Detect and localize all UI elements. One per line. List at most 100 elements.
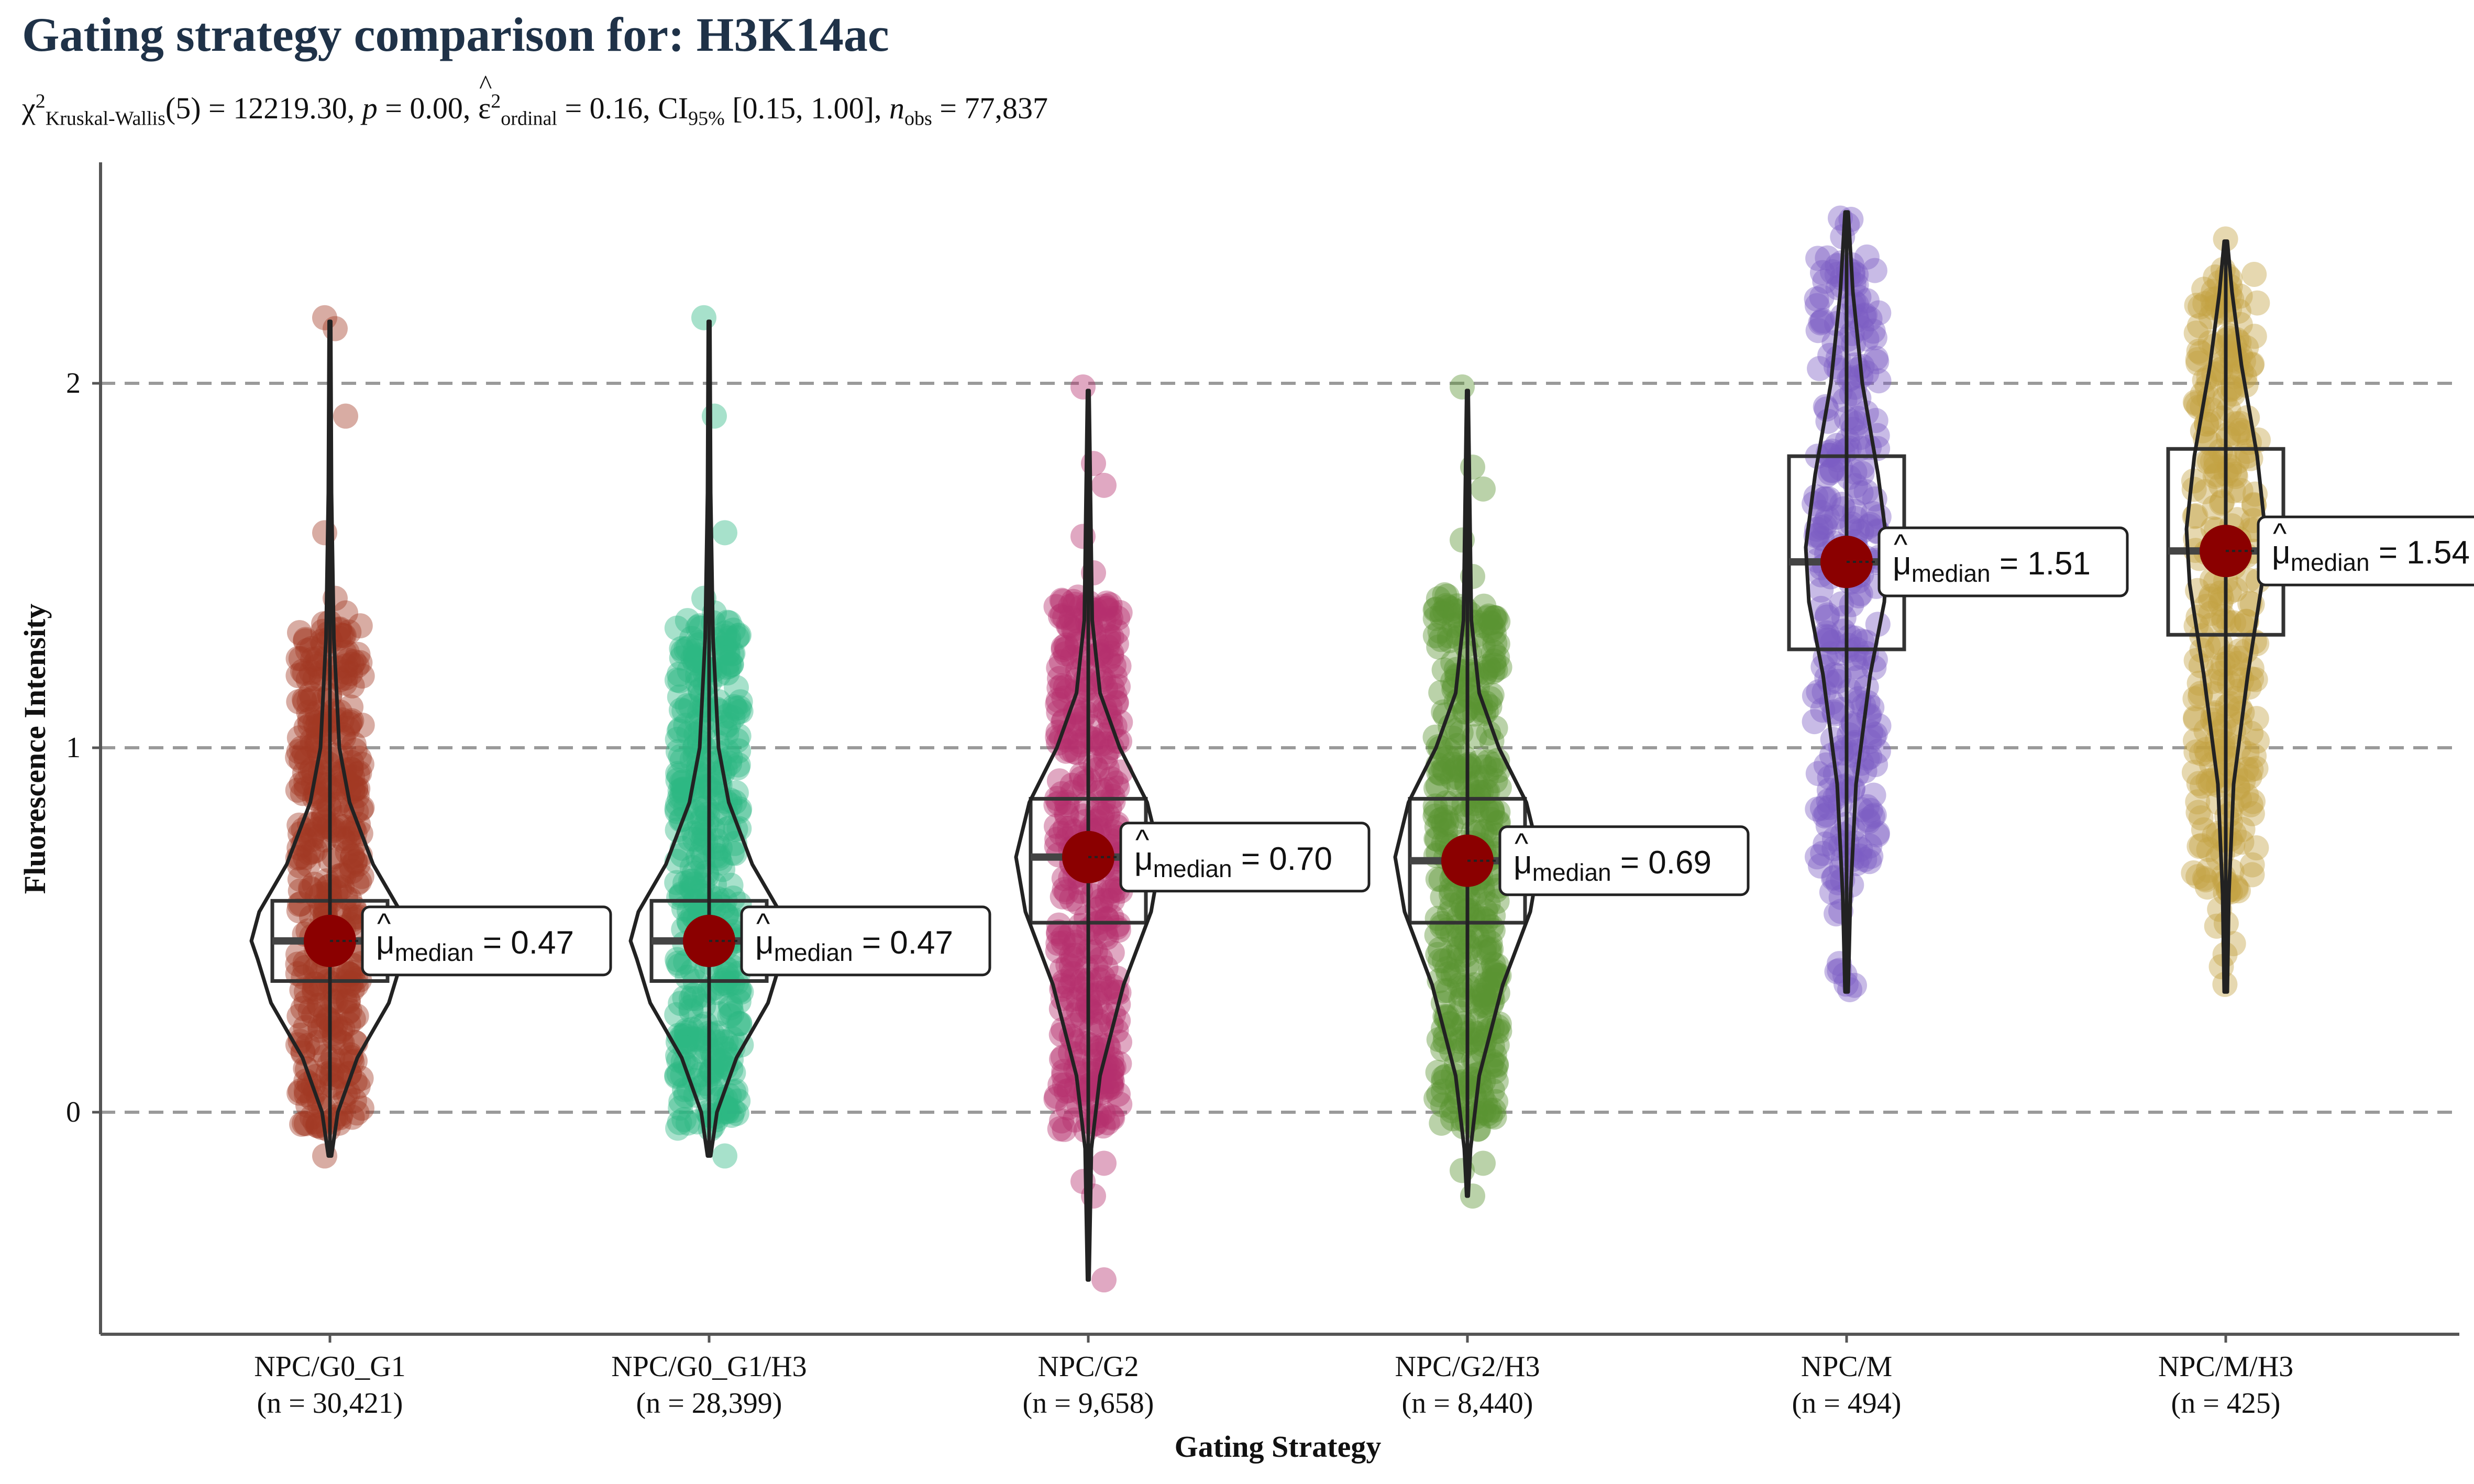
jitter-point bbox=[726, 723, 752, 749]
jitter-point bbox=[682, 1027, 708, 1053]
jitter-point bbox=[1099, 940, 1125, 966]
jitter-point bbox=[664, 1002, 690, 1027]
jitter-point bbox=[1050, 603, 1075, 628]
jitter-point bbox=[684, 1045, 710, 1070]
jitter-point bbox=[1051, 930, 1076, 956]
jitter-point bbox=[2199, 583, 2224, 609]
jitter-point bbox=[307, 1014, 333, 1039]
jitter-point bbox=[1483, 657, 1508, 683]
jitter-point bbox=[1048, 821, 1074, 846]
jitter-point bbox=[665, 950, 691, 976]
jitter-point bbox=[2216, 377, 2242, 403]
jitter-point bbox=[1092, 596, 1118, 622]
jitter-point bbox=[2243, 756, 2269, 781]
jitter-point bbox=[724, 675, 749, 700]
jitter-point bbox=[1475, 891, 1501, 917]
jitter-point bbox=[1094, 756, 1120, 781]
jitter-point bbox=[2225, 421, 2250, 447]
jitter-point bbox=[344, 1003, 369, 1029]
jitter-point bbox=[1839, 381, 1864, 406]
jitter-point bbox=[1426, 634, 1452, 660]
jitter-point bbox=[2235, 567, 2261, 593]
chart-title: Gating strategy comparison for: H3K14ac bbox=[22, 8, 889, 61]
jitter-point bbox=[2203, 454, 2229, 480]
jitter-point bbox=[1086, 1009, 1112, 1034]
jitter-point bbox=[669, 636, 694, 661]
jitter-point bbox=[1478, 756, 1504, 782]
jitter-point bbox=[1473, 992, 1498, 1018]
jitter-point bbox=[1105, 776, 1130, 801]
jitter-point bbox=[2191, 276, 2217, 302]
jitter-point bbox=[1862, 722, 1888, 747]
jitter-point bbox=[2234, 783, 2259, 809]
jitter-point bbox=[307, 1017, 333, 1043]
jitter-point bbox=[340, 843, 366, 869]
jitter-point bbox=[292, 955, 318, 980]
jitter-point bbox=[1106, 1081, 1131, 1107]
jitter-point bbox=[1810, 308, 1836, 334]
jitter-point bbox=[694, 863, 720, 889]
jitter-point bbox=[1090, 965, 1115, 990]
jitter-point bbox=[1063, 929, 1089, 955]
jitter-point bbox=[293, 979, 319, 1005]
jitter-point bbox=[1434, 810, 1460, 835]
jitter-point bbox=[1089, 778, 1114, 803]
jitter-point bbox=[2208, 490, 2234, 516]
jitter-point bbox=[2227, 411, 2253, 436]
jitter-point bbox=[335, 1000, 360, 1025]
jitter-point bbox=[286, 739, 312, 765]
jitter-point bbox=[342, 738, 368, 763]
jitter-point bbox=[1085, 990, 1110, 1015]
jitter-point bbox=[2186, 834, 2212, 859]
jitter-point bbox=[286, 689, 312, 714]
jitter-point bbox=[329, 874, 355, 900]
jitter-point bbox=[2229, 613, 2255, 639]
jitter-point bbox=[1444, 733, 1470, 758]
jitter-point bbox=[288, 1028, 313, 1054]
jitter-point bbox=[1054, 879, 1079, 905]
jitter-point bbox=[693, 774, 718, 800]
jitter-point bbox=[1466, 959, 1492, 984]
jitter-point bbox=[287, 620, 312, 646]
jitter-point bbox=[339, 1104, 365, 1130]
median-value: = 0.69 bbox=[1611, 845, 1711, 881]
jitter-point bbox=[1106, 674, 1131, 700]
jitter-point bbox=[1487, 655, 1512, 680]
jitter-point bbox=[2215, 650, 2240, 676]
jitter-point bbox=[1805, 796, 1830, 822]
jitter-point bbox=[1851, 693, 1876, 718]
jitter-point bbox=[705, 886, 731, 912]
jitter-point bbox=[680, 646, 706, 671]
jitter-point bbox=[2245, 290, 2270, 316]
jitter-point bbox=[1810, 260, 1835, 285]
jitter-point bbox=[1437, 900, 1462, 926]
jitter-point bbox=[1864, 349, 1890, 374]
jitter-point bbox=[1836, 756, 1861, 781]
jitter-point bbox=[344, 1100, 370, 1126]
jitter-point bbox=[1845, 665, 1870, 691]
jitter-point bbox=[1802, 491, 1827, 516]
jitter-point bbox=[1088, 664, 1113, 690]
jitter-point bbox=[290, 659, 316, 684]
jitter-point bbox=[1437, 628, 1462, 654]
jitter-point bbox=[1073, 770, 1098, 795]
jitter-point bbox=[694, 796, 720, 822]
jitter-point bbox=[1100, 1105, 1125, 1131]
jitter-point bbox=[340, 1006, 366, 1032]
jitter-point bbox=[347, 650, 373, 675]
jitter-point bbox=[1100, 1056, 1125, 1082]
jitter-point bbox=[1088, 946, 1113, 972]
jitter-point bbox=[1810, 840, 1836, 866]
jitter-point bbox=[2234, 608, 2259, 634]
jitter-point bbox=[1050, 925, 1076, 950]
jitter-point bbox=[1100, 783, 1125, 809]
jitter-point bbox=[1482, 652, 1507, 678]
jitter-point bbox=[1862, 258, 1887, 283]
jitter-point bbox=[1433, 818, 1459, 844]
jitter-point bbox=[331, 862, 357, 888]
jitter-point bbox=[1485, 800, 1511, 825]
jitter-point bbox=[1472, 939, 1497, 965]
jitter-point bbox=[678, 693, 703, 719]
jitter-point bbox=[1477, 1103, 1503, 1129]
jitter-point bbox=[1094, 906, 1120, 932]
